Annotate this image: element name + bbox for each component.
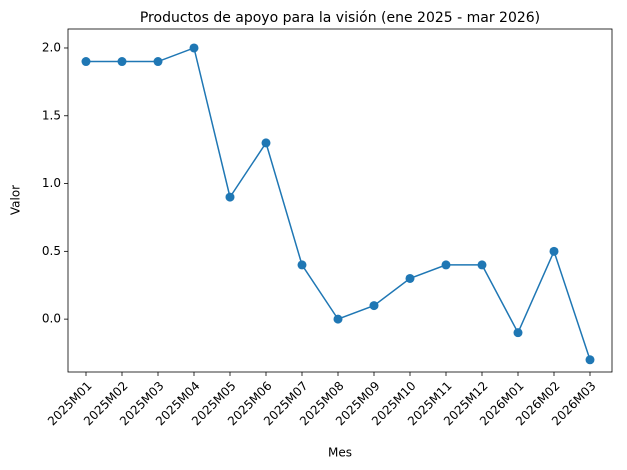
marker [117, 57, 127, 67]
marker [189, 43, 199, 53]
marker [369, 301, 379, 311]
marker [441, 260, 451, 270]
chart-title: Productos de apoyo para la visión (ene 2… [140, 10, 540, 26]
marker [405, 273, 415, 283]
marker [81, 57, 91, 67]
marker [153, 57, 163, 67]
plot-frame [67, 28, 613, 373]
y-tick-label: 1.5 [42, 108, 61, 122]
y-tick-label: 2.0 [42, 40, 61, 54]
marker [513, 328, 523, 338]
marker [261, 138, 271, 148]
marker [297, 260, 307, 270]
y-tick-label: 0.5 [42, 244, 61, 258]
marker [333, 314, 343, 324]
line [86, 46, 591, 361]
marker [585, 355, 595, 365]
marker [477, 260, 487, 270]
y-tick-label: 1.0 [42, 176, 61, 190]
y-tick-label: 0.0 [42, 312, 61, 326]
marker [225, 192, 235, 202]
x-axis-label: Mes [328, 446, 352, 460]
y-axis-label: Valor [9, 185, 23, 215]
marker [549, 246, 559, 256]
